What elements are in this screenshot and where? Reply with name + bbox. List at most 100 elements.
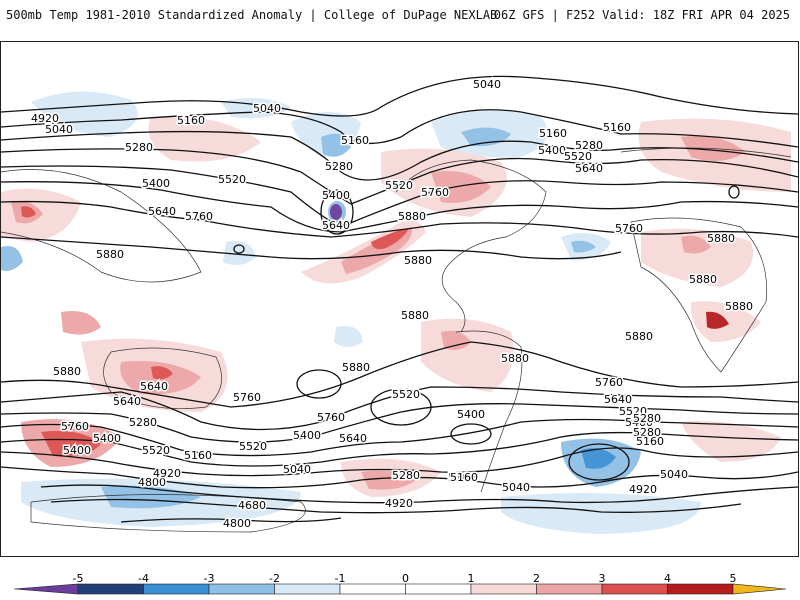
coastlines — [1, 147, 792, 533]
colorbar-swatch — [77, 583, 144, 595]
contour-label: 5760 — [233, 391, 261, 404]
contour-label: 5160 — [184, 449, 212, 462]
colorbar-underflow-swatch — [13, 583, 79, 595]
contour-label: 5640 — [322, 219, 350, 232]
contour-label: 5400 — [625, 416, 653, 429]
anomaly-shading — [1, 91, 791, 534]
contour-label: 4920 — [385, 497, 413, 510]
contour-label: 5280 — [392, 469, 420, 482]
contour-label: 4920 — [629, 483, 657, 496]
contour-label: 5280 — [633, 412, 661, 425]
colorbar-swatches — [13, 583, 787, 595]
colorbar-tick-label: -4 — [138, 572, 149, 585]
contour-label: 4680 — [238, 499, 266, 512]
contour-label: 5040 — [45, 123, 73, 136]
contour-label: 5040 — [660, 468, 688, 481]
contour-label: 5760 — [185, 210, 213, 223]
contour-label: 5280 — [325, 160, 353, 173]
contour-label: 5280 — [633, 426, 661, 439]
contour-label: 5280 — [125, 141, 153, 154]
colorbar-tick-label: 5 — [730, 572, 737, 585]
contour-label: 5760 — [61, 420, 89, 433]
contour-label: 5400 — [457, 408, 485, 421]
contour-label: 5400 — [93, 432, 121, 445]
contour-label: 5400 — [322, 189, 350, 202]
colorbar-tick-label: -1 — [335, 572, 346, 585]
colorbar-swatch — [274, 583, 341, 595]
contour-label: 5400 — [538, 144, 566, 157]
colorbar-tick-label: 2 — [533, 572, 540, 585]
contour-label: 5640 — [113, 395, 141, 408]
contour-label: 5160 — [603, 121, 631, 134]
contour-label: 4920 — [153, 467, 181, 480]
contour-label: 5880 — [53, 365, 81, 378]
contour-label: 5520 — [392, 388, 420, 401]
colorbar-overflow-swatch — [732, 583, 787, 595]
contour-label: 5160 — [539, 127, 567, 140]
contour-label: 5040 — [502, 481, 530, 494]
contour-label: 5520 — [218, 173, 246, 186]
contour-label: 5880 — [398, 210, 426, 223]
contour-label: 5040 — [253, 102, 281, 115]
contour-label: 5520 — [142, 444, 170, 457]
contour-label: 5160 — [636, 435, 664, 448]
contour-label: 5520 — [385, 179, 413, 192]
colorbar-swatch — [601, 583, 668, 595]
contour-label: 5400 — [457, 408, 485, 421]
contour-label: 5520 — [239, 440, 267, 453]
model-valid-time: 06Z GFS | F252 Valid: 18Z FRI APR 04 202… — [493, 8, 790, 22]
colorbar-tick-labels: -5 -4 -3 -2 -1 0 1 2 3 4 5 — [73, 572, 737, 585]
contour-label: 5880 — [96, 248, 124, 261]
colorbar-swatch — [667, 583, 734, 595]
contour-label: 5520 — [564, 150, 592, 163]
contour-label: 5640 — [339, 432, 367, 445]
colorbar-tick-label: -5 — [73, 572, 84, 585]
contour-label: 5640 — [604, 393, 632, 406]
contour-label: 5280 — [575, 139, 603, 152]
colorbar-swatch — [208, 583, 275, 595]
contour-label: 5040 — [473, 78, 501, 91]
contour-label: 5160 — [448, 471, 476, 484]
contour-label: 4920 — [31, 112, 59, 125]
contour-label: 5640 — [148, 205, 176, 218]
map-panel: 5040 5040 4920 5040 5160 5280 5160 5160 5160 5280… — [0, 41, 799, 557]
height-contours — [1, 75, 798, 523]
colorbar-swatch — [339, 583, 406, 595]
contour-label: 5880 — [501, 352, 529, 365]
contour-label: 5520 — [619, 405, 647, 418]
contour-label: 5760 — [421, 186, 449, 199]
contour-label: 5880 — [404, 254, 432, 267]
contour-label: 5400 — [142, 177, 170, 190]
contour-label: 5640 — [575, 162, 603, 175]
contour-label: 5400 — [293, 429, 321, 442]
colorbar-tick-label: 0 — [402, 572, 409, 585]
colorbar-tick-label: 3 — [599, 572, 606, 585]
contour-label: 5760 — [317, 411, 345, 424]
colorbar-tick-label: 1 — [468, 572, 475, 585]
contour-label: 5640 — [140, 380, 168, 393]
colorbar-swatch — [536, 583, 603, 595]
contour-label: 5880 — [401, 309, 429, 322]
contour-label: 5880 — [342, 361, 370, 374]
map-title: 500mb Temp 1981-2010 Standardized Anomal… — [6, 8, 498, 22]
contour-label: 5880 — [707, 232, 735, 245]
contour-label: 4800 — [138, 476, 166, 489]
colorbar-swatch — [143, 583, 210, 595]
contour-label: 5040 — [283, 463, 311, 476]
colorbar-swatch — [405, 583, 472, 595]
colorbar-tick-label: -3 — [204, 572, 215, 585]
colorbar: -5 -4 -3 -2 -1 0 1 2 3 4 5 — [13, 572, 787, 595]
colorbar-tick-label: 4 — [664, 572, 671, 585]
contour-label: 5160 — [341, 134, 369, 147]
contour-label: 5760 — [615, 222, 643, 235]
colorbar-swatch — [470, 583, 537, 595]
contour-label: 5880 — [625, 330, 653, 343]
contour-label: 5760 — [595, 376, 623, 389]
contour-label: 5160 — [177, 114, 205, 127]
contour-label: 5400 — [63, 444, 91, 457]
contour-label: 5160 — [450, 471, 478, 484]
contour-label: 5280 — [129, 416, 157, 429]
contour-label: 5880 — [725, 300, 753, 313]
colorbar-tick-label: -2 — [269, 572, 280, 585]
